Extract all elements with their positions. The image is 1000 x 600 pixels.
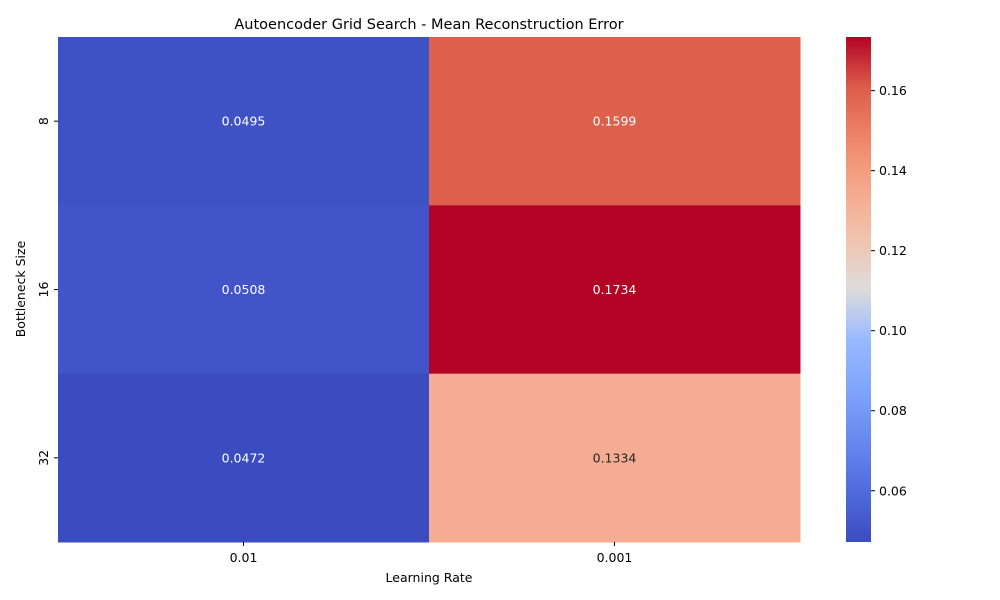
chart-title: Autoencoder Grid Search - Mean Reconstru… <box>234 17 623 33</box>
colorbar-tick-label: 0.10 <box>879 323 907 338</box>
y-tick-label: 8 <box>36 117 51 125</box>
cell-label: 0.1599 <box>593 114 637 129</box>
y-axis: 8 16 32 <box>36 117 58 466</box>
colorbar-gradient <box>846 37 871 542</box>
x-tick-label: 0.01 <box>230 550 258 565</box>
colorbar-tick-label: 0.14 <box>879 163 907 178</box>
heatmap-cell <box>429 37 801 206</box>
heatmap-cell <box>58 37 430 206</box>
cell-label: 0.1334 <box>593 450 637 465</box>
heatmap-cell <box>429 373 801 543</box>
heatmap-cell <box>429 205 801 375</box>
y-tick-label: 16 <box>36 282 51 298</box>
colorbar-tick-label: 0.06 <box>879 483 907 498</box>
colorbar-tick-label: 0.08 <box>879 403 907 418</box>
cell-label: 0.1734 <box>593 282 637 297</box>
heatmap-cell <box>58 205 430 375</box>
y-axis-label: Bottleneck Size <box>13 240 28 337</box>
colorbar-tick-label: 0.12 <box>879 243 907 258</box>
colorbar: 0.06 0.08 0.10 0.12 0.14 0.16 <box>846 37 907 542</box>
x-axis: 0.01 0.001 <box>230 542 633 565</box>
cell-label: 0.0508 <box>222 282 266 297</box>
heatmap-cell <box>58 373 430 543</box>
colorbar-tick-label: 0.16 <box>879 83 907 98</box>
cell-label: 0.0472 <box>222 450 266 465</box>
y-tick-label: 32 <box>36 450 51 466</box>
heatmap-cells: 0.0495 0.1599 0.0508 0.1734 0.0472 0.1334 <box>58 37 801 543</box>
x-axis-label: Learning Rate <box>386 570 473 585</box>
x-tick-label: 0.001 <box>597 550 633 565</box>
cell-label: 0.0495 <box>222 114 266 129</box>
